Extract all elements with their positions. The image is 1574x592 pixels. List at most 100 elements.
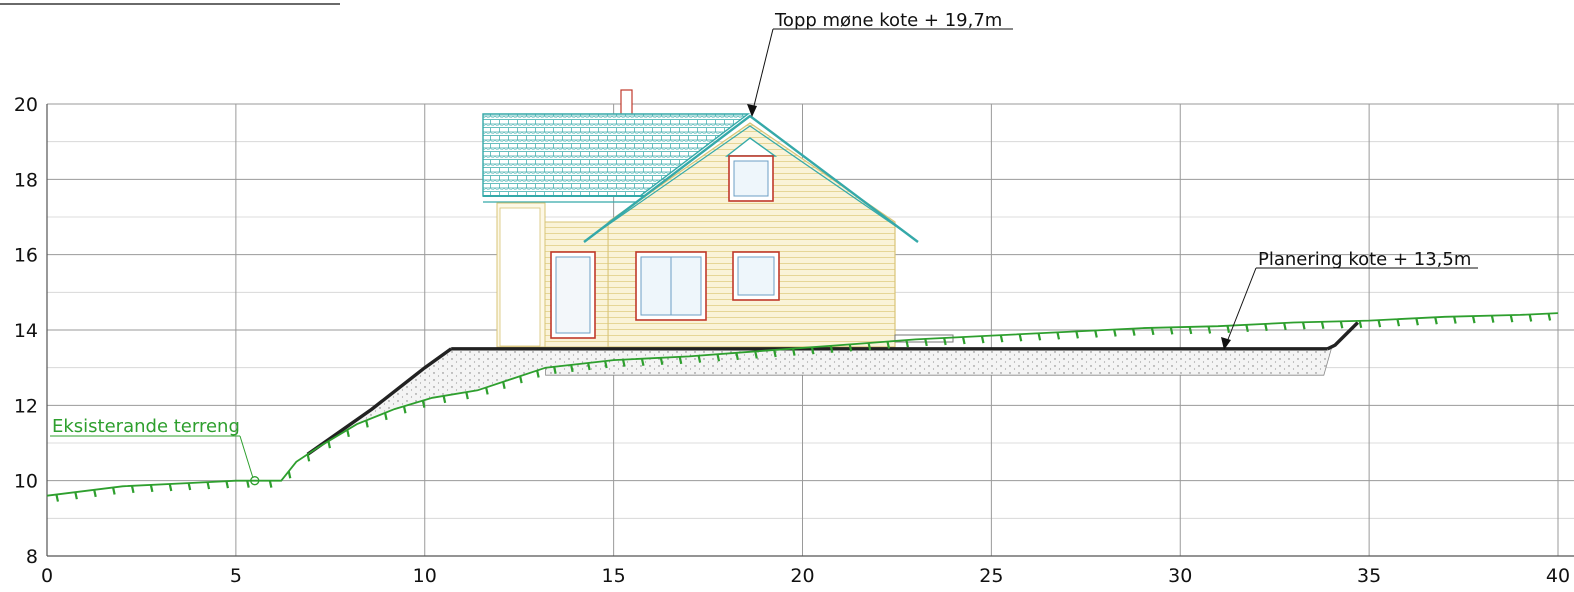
terrain-hatch-tick: [1341, 321, 1343, 328]
terrain-hatch-tick: [366, 420, 368, 427]
terrain-hatch-tick: [1246, 325, 1248, 332]
terrain-hatch-tick: [963, 337, 965, 344]
terrain-hatch-tick: [132, 486, 134, 493]
terrain-hatch-tick: [1492, 316, 1494, 323]
ridge-label: Topp møne kote + 19,7m: [774, 10, 1002, 31]
x-tick-label: 20: [790, 565, 814, 587]
grading-leader: [1225, 268, 1256, 347]
terrain-hatch-tick: [289, 471, 291, 478]
terrain-hatch-tick: [1435, 317, 1437, 324]
terrain-hatch-tick: [906, 340, 908, 347]
terrain-hatch-tick: [1133, 329, 1135, 336]
terrain-hatch-tick: [982, 336, 984, 343]
terrain-hatch-tick: [75, 492, 77, 499]
x-tick-label: 30: [1168, 565, 1192, 587]
y-tick-label: 16: [14, 245, 38, 267]
existing-terrain-label: Eksisterande terreng: [52, 416, 240, 437]
terrain-hatch-tick: [1284, 323, 1286, 330]
terrain-hatch-tick: [466, 392, 468, 399]
terrain-hatch-tick: [1473, 316, 1475, 323]
terrain-hatch-tick: [718, 354, 720, 361]
terrain-hatch-tick: [170, 484, 172, 491]
terrain-hatch-tick: [1416, 318, 1418, 325]
terrain-hatch-tick: [1190, 327, 1192, 334]
terrain-hatch-tick: [423, 401, 425, 408]
x-tick-label: 0: [41, 565, 53, 587]
terrain-hatch-tick: [755, 351, 757, 358]
terrain-hatch-tick: [1303, 322, 1305, 329]
x-tick-label: 10: [413, 565, 437, 587]
grading-label: Planering kote + 13,5m: [1258, 249, 1471, 270]
y-tick-label: 10: [14, 471, 38, 493]
y-tick-label: 14: [14, 320, 38, 342]
terrain-hatch-tick: [270, 481, 272, 488]
terrain-hatch-tick: [850, 344, 852, 351]
annotation-grading: Planering kote + 13,5m: [1221, 249, 1478, 350]
x-tick-label: 15: [602, 565, 626, 587]
terrain-hatch-tick: [623, 360, 625, 367]
terrain-hatch-tick: [1322, 322, 1324, 329]
x-axis: 0 5 10 15 20 25 30 35 40: [41, 565, 1570, 587]
terrain-hatch-tick: [308, 454, 310, 461]
fill-slope-line: [308, 349, 452, 455]
terrain-hatch-tick: [554, 367, 556, 374]
terrain-hatch-tick: [347, 430, 349, 437]
y-tick-label: 12: [14, 395, 38, 417]
terrain-hatch-tick: [226, 481, 228, 488]
terrain-hatch-tick: [151, 485, 153, 492]
window-glass: [738, 257, 774, 295]
terrain-hatch-tick: [571, 365, 573, 372]
terrain-hatch-tick: [680, 357, 682, 364]
terrain-hatch-tick: [774, 350, 776, 357]
terrain-hatch-tick: [328, 441, 330, 448]
terrain-hatch-tick: [208, 482, 210, 489]
terrain-hatch-tick: [444, 396, 446, 403]
terrain-hatch-tick: [812, 347, 814, 354]
x-tick-label: 35: [1357, 565, 1381, 587]
terrain-hatch-tick: [520, 376, 522, 383]
terrain-hatch-tick: [1152, 328, 1154, 335]
terrain-hatch-tick: [831, 346, 833, 353]
y-tick-label: 18: [14, 169, 38, 191]
terrain-hatch-tick: [1511, 315, 1513, 322]
terrain-hatch-tick: [385, 413, 387, 420]
terrain-hatch-tick: [404, 406, 406, 413]
terrain-hatch-tick: [56, 495, 58, 502]
terrain-hatch-tick: [944, 338, 946, 345]
terrain-hatch-tick: [1454, 317, 1456, 324]
annex-opening: [500, 208, 540, 346]
annotation-existing-terrain: Eksisterande terreng: [50, 416, 253, 478]
terrain-hatch-tick: [1227, 326, 1229, 333]
chimney: [621, 90, 632, 116]
terrain-hatch-tick: [247, 481, 249, 488]
terrain-hatch-tick: [1265, 324, 1267, 331]
terrain-hatch-tick: [1076, 331, 1078, 338]
terrain-hatch-tick: [189, 483, 191, 490]
terrain-hatch-tick: [736, 353, 738, 360]
terrain-hatch-tick: [793, 349, 795, 356]
terrain-hatch-tick: [1171, 327, 1173, 334]
x-tick-label: 25: [979, 565, 1003, 587]
terrain-hatch-tick: [1530, 314, 1532, 321]
terrain-hatch-tick: [503, 382, 505, 389]
terrain-hatch-tick: [94, 490, 96, 497]
ridge-arrowhead: [747, 104, 757, 117]
terrain-hatch-tick: [1095, 330, 1097, 337]
terrain-hatch-tick: [1549, 314, 1551, 321]
terrain-hatch-tick: [1020, 334, 1022, 341]
window-glass: [734, 161, 768, 196]
x-tick-label: 40: [1546, 565, 1570, 587]
ridge-leader: [752, 29, 773, 114]
terrain-hatch-tick: [1209, 326, 1211, 333]
terrain-hatch-tick: [537, 370, 539, 377]
terrain-hatch-tick: [661, 358, 663, 365]
terrain-hatch-tick: [642, 359, 644, 366]
terrain-hatch-tick: [1397, 319, 1399, 326]
terrain-hatch-tick: [1057, 332, 1059, 339]
terrain-hatch-tick: [605, 361, 607, 368]
y-axis: 8 10 12 14 16 18 20: [14, 94, 38, 568]
x-tick-label: 5: [230, 565, 242, 587]
y-tick-label: 20: [14, 94, 38, 116]
fill-mass: [308, 349, 1332, 455]
